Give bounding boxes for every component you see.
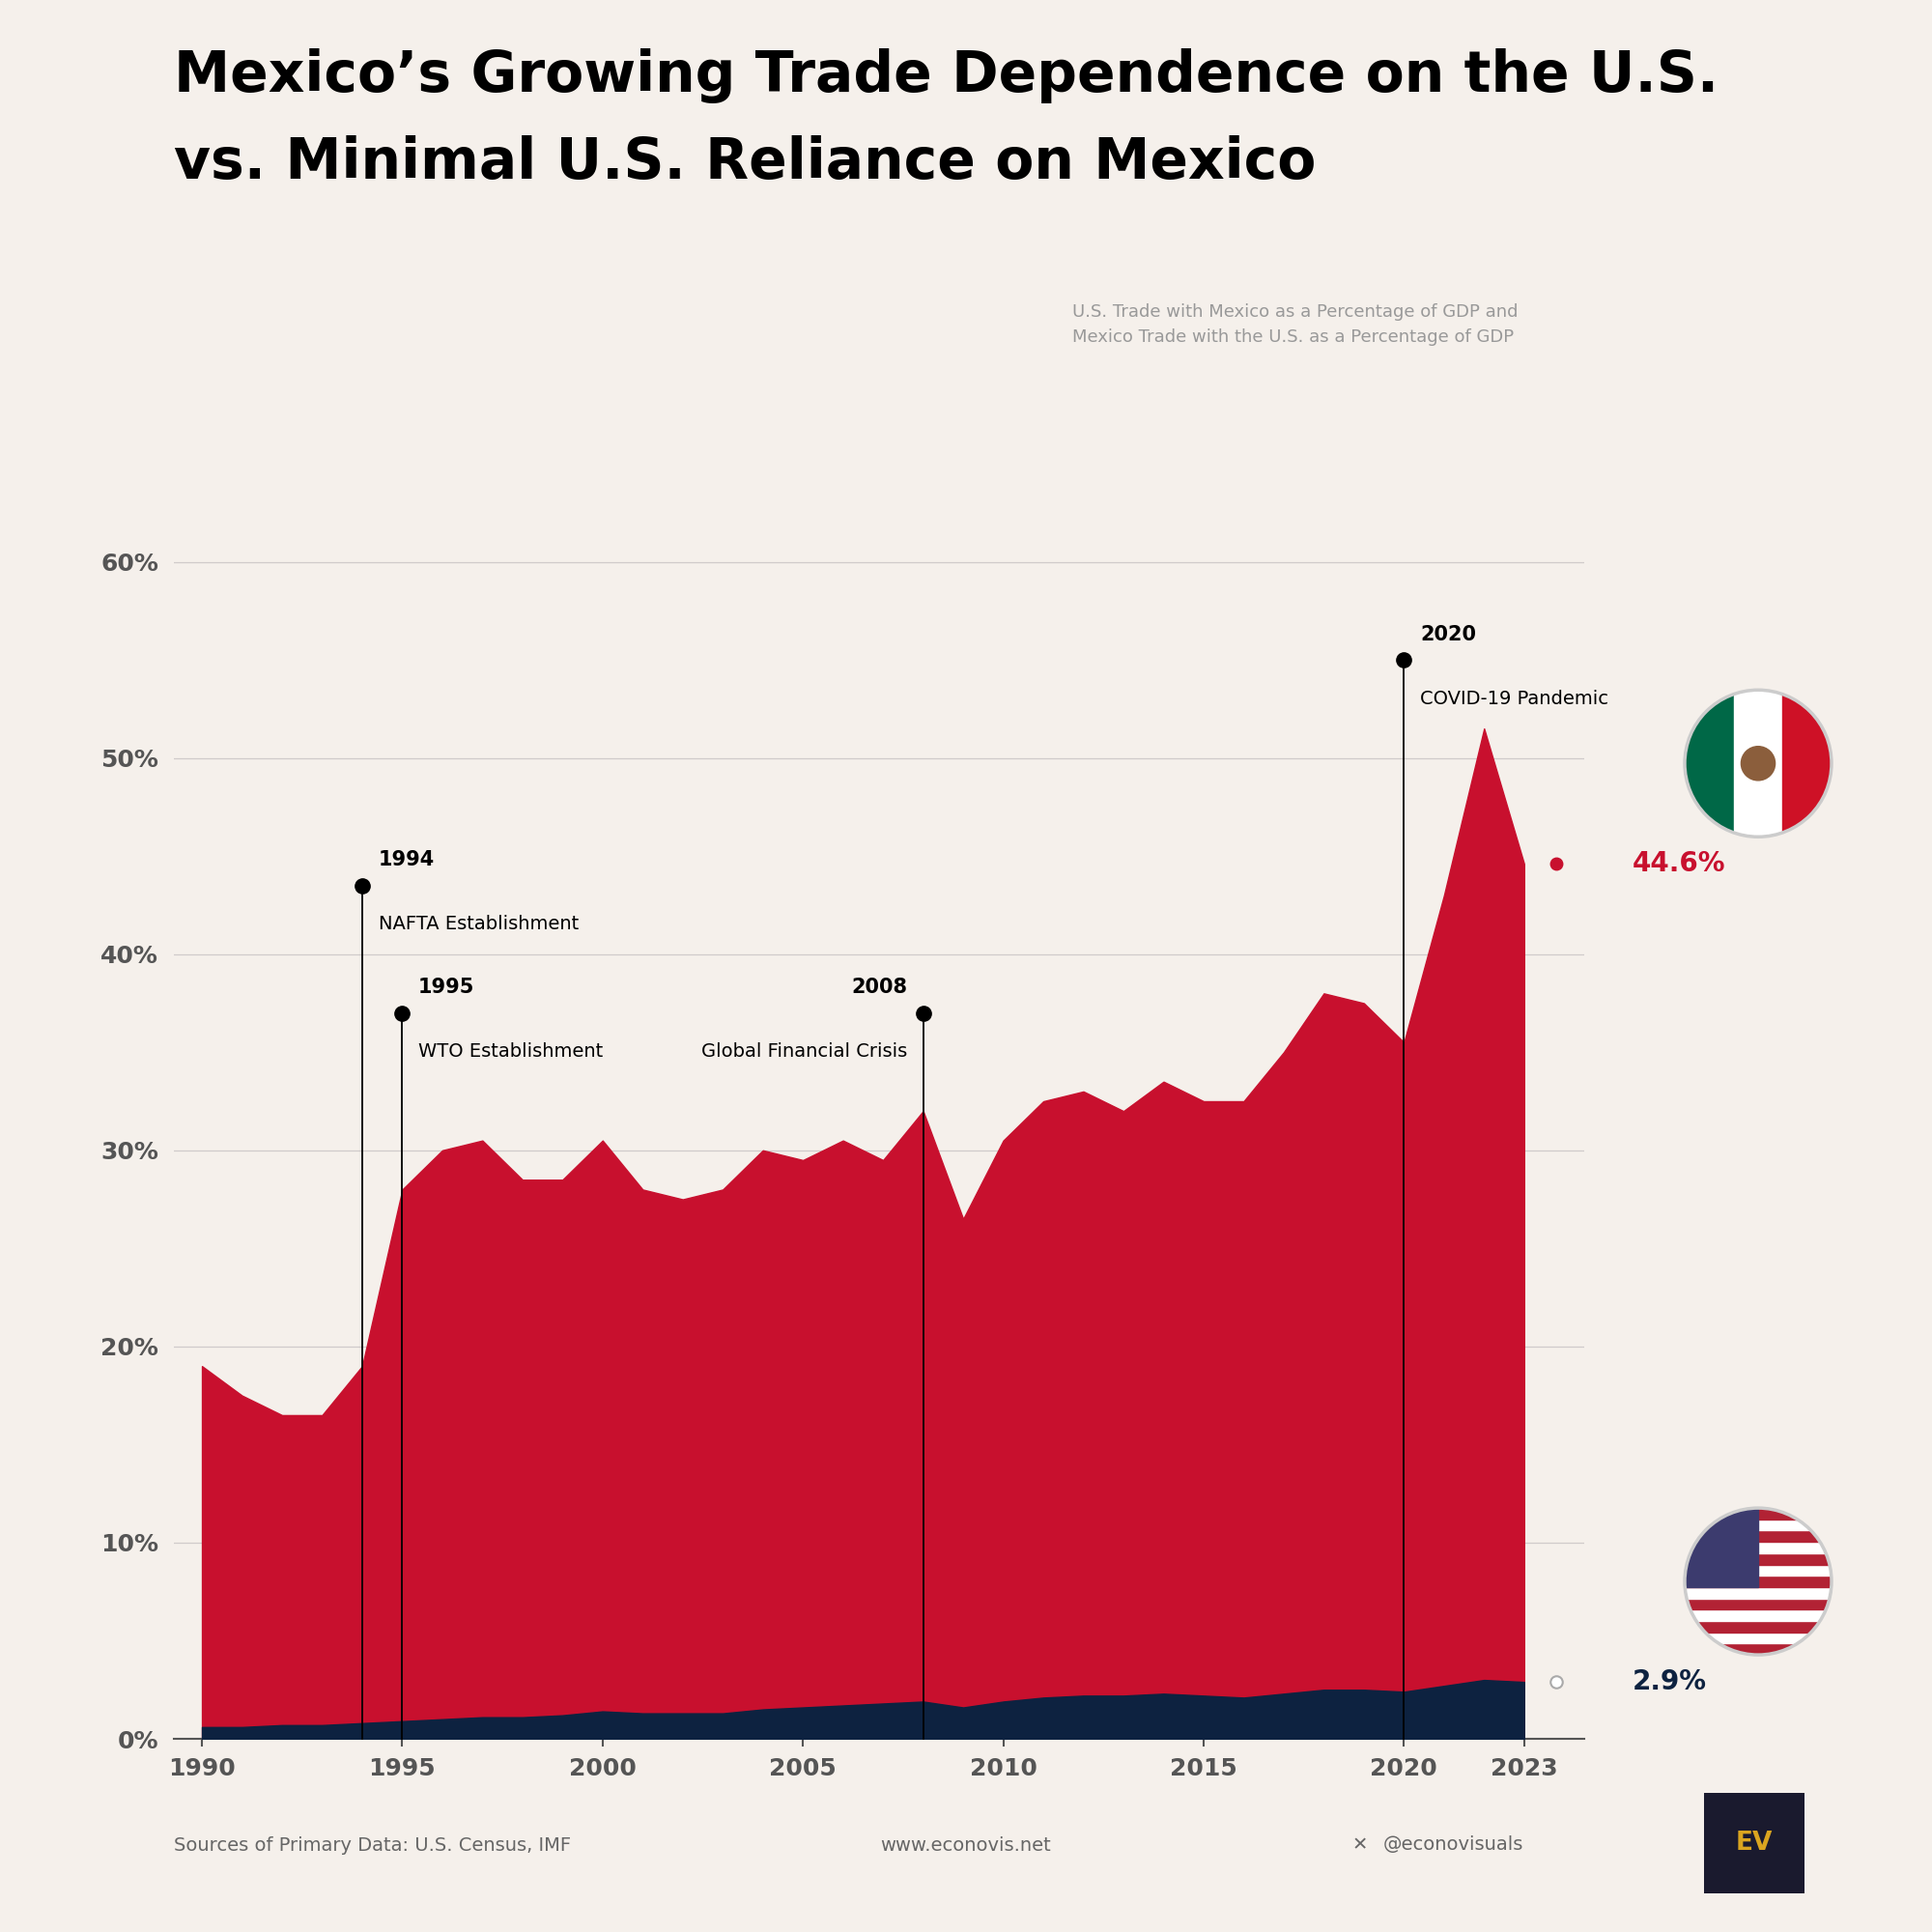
Text: 2.9%: 2.9% [1633, 1669, 1708, 1696]
Bar [1685, 1577, 1832, 1586]
Text: Global Financial Crisis: Global Financial Crisis [701, 1043, 908, 1061]
Text: EV: EV [1735, 1832, 1774, 1855]
Bar [1685, 1542, 1832, 1553]
Text: ✕: ✕ [1352, 1835, 1368, 1855]
Bar [1685, 1598, 1832, 1609]
Text: 1994: 1994 [379, 850, 435, 869]
Bar [1685, 1509, 1832, 1519]
Text: U.S. Trade with Mexico as a Percentage of GDP and
Mexico Trade with the U.S. as : U.S. Trade with Mexico as a Percentage o… [1072, 303, 1519, 346]
Bar [1685, 1530, 1832, 1542]
Bar [1685, 690, 1733, 837]
Text: WTO Establishment: WTO Establishment [419, 1043, 603, 1061]
Circle shape [1685, 1509, 1832, 1656]
Circle shape [1685, 690, 1832, 837]
Text: 2008: 2008 [852, 978, 908, 997]
Bar [1685, 1633, 1832, 1644]
Text: Sources of Primary Data: U.S. Census, IMF: Sources of Primary Data: U.S. Census, IM… [174, 1835, 572, 1855]
Bar [1783, 690, 1832, 837]
Text: COVID-19 Pandemic: COVID-19 Pandemic [1420, 690, 1607, 707]
Bar [1685, 1586, 1832, 1598]
Text: 2020: 2020 [1420, 624, 1476, 643]
Bar [1685, 1553, 1832, 1565]
Bar [1685, 1565, 1832, 1577]
Bar [1685, 1621, 1832, 1633]
Bar [1685, 1644, 1832, 1656]
Text: @econovisuals: @econovisuals [1383, 1835, 1524, 1855]
Text: NAFTA Establishment: NAFTA Establishment [379, 916, 578, 933]
Circle shape [1741, 746, 1776, 781]
Bar [1733, 690, 1783, 837]
Text: Mexico’s Growing Trade Dependence on the U.S.: Mexico’s Growing Trade Dependence on the… [174, 48, 1719, 102]
Text: vs. Minimal U.S. Reliance on Mexico: vs. Minimal U.S. Reliance on Mexico [174, 135, 1316, 191]
Bar [1685, 1609, 1832, 1621]
Text: 44.6%: 44.6% [1633, 850, 1725, 877]
Bar [1685, 1519, 1832, 1530]
Text: www.econovis.net: www.econovis.net [881, 1835, 1051, 1855]
Text: 1995: 1995 [419, 978, 475, 997]
Bar [1685, 1509, 1758, 1586]
